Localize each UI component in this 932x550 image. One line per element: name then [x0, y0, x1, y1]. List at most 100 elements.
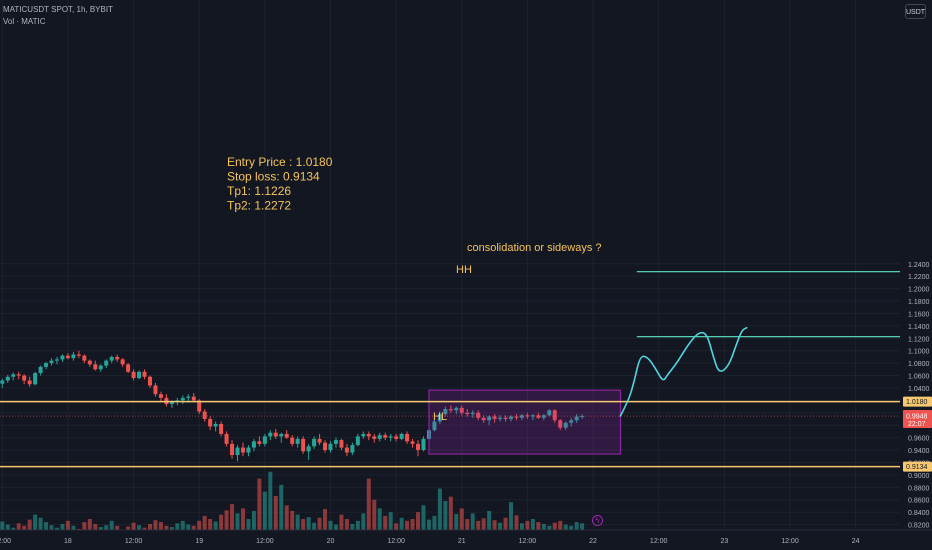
candle-body — [284, 433, 289, 438]
candle-body — [323, 442, 328, 451]
candle-body — [574, 416, 579, 421]
volume-bar — [262, 491, 267, 530]
candle-body — [153, 385, 158, 395]
candle-body — [377, 435, 382, 439]
volume-bar — [38, 517, 43, 530]
volume-bar — [230, 504, 235, 530]
volume-bar — [71, 525, 76, 530]
volume-bar — [169, 527, 174, 530]
candle-body — [120, 359, 125, 365]
volume-bar — [65, 520, 70, 530]
price-tick-label: 1.1400 — [908, 324, 930, 331]
volume-bar — [426, 519, 431, 530]
price-tick-label: 0.8200 — [908, 523, 930, 530]
candle-body — [230, 443, 235, 456]
volume-bar — [465, 518, 470, 530]
volume-bar — [175, 523, 180, 530]
volume-bar — [158, 522, 163, 530]
volume-bar — [279, 484, 284, 530]
candle-body — [186, 396, 191, 398]
volume-bar — [147, 523, 152, 530]
volume-bar — [16, 523, 21, 530]
price-tick-label: 0.8800 — [908, 485, 930, 492]
candle-body — [147, 376, 152, 386]
price-tick-label: 1.0800 — [908, 361, 930, 368]
candle-body — [569, 420, 574, 423]
volume-bar — [416, 512, 421, 530]
volume-bar — [333, 524, 338, 530]
volume-bar — [339, 514, 344, 530]
volume-bar — [574, 522, 579, 530]
volume-bar — [268, 471, 273, 530]
time-axis[interactable]: 12:00 18 12:00 19 12:00 20 12:00 21 12:00 22 12:00… — [0, 529, 932, 550]
candle-body — [481, 417, 486, 421]
volume-bar — [317, 517, 322, 530]
volume-bar — [87, 518, 92, 530]
volume-bar — [487, 510, 492, 530]
candle-body — [169, 401, 174, 405]
candle-body — [49, 360, 54, 364]
volume-bar — [5, 524, 10, 530]
volume-bar — [552, 522, 557, 530]
trade-plan-line: Entry Price : 1.0180 — [227, 155, 333, 169]
candle-body — [44, 363, 49, 367]
volume-bar — [49, 525, 54, 530]
candle-body — [273, 432, 278, 437]
volume-bar — [76, 528, 81, 530]
volume-bar — [377, 508, 382, 530]
candle-body — [295, 438, 300, 444]
volume-bar — [558, 520, 563, 530]
volume-indicator-title[interactable]: Vol · MATIC — [3, 17, 46, 26]
volume-bar — [481, 518, 486, 530]
volume-bars — [0, 471, 585, 530]
volume-bar — [492, 520, 497, 530]
time-tick-label: 19 — [195, 538, 203, 545]
currency-button[interactable]: USDT — [905, 4, 926, 19]
chart-grid — [0, 0, 900, 538]
trade-plan-line: Tp2: 1.2272 — [227, 199, 291, 213]
volume-bar — [164, 525, 169, 530]
projection-path — [619, 326, 748, 417]
time-tick-label: 12:00 — [519, 538, 537, 545]
time-tick-label: 20 — [327, 538, 335, 545]
volume-bar — [202, 515, 207, 530]
volume-bar — [295, 514, 300, 530]
volume-bar — [290, 510, 295, 530]
candle-body — [202, 411, 207, 420]
candle-body — [317, 438, 322, 443]
candle-body — [339, 440, 344, 448]
price-tick-label: 0.8600 — [908, 498, 930, 505]
candle-body — [60, 355, 65, 360]
countdown-text: 22:07 — [908, 421, 926, 428]
candle-body — [82, 355, 87, 361]
volume-bar — [224, 510, 229, 530]
flash-icon[interactable]: ϟ — [592, 515, 603, 526]
time-tick-label: 12:00 — [781, 538, 799, 545]
price-tick-label: 1.1800 — [908, 299, 930, 306]
candle-body — [492, 416, 497, 420]
volume-bar — [563, 524, 568, 530]
volume-bar — [273, 496, 278, 530]
candle-body — [38, 366, 43, 374]
price-tick-label: 1.1200 — [908, 336, 930, 343]
candle-body — [487, 416, 492, 421]
candle-body — [503, 417, 508, 420]
candle-body — [355, 436, 360, 446]
candle-body — [142, 371, 147, 377]
volume-bar — [498, 522, 503, 530]
candle-body — [312, 438, 317, 447]
candle-body — [361, 433, 366, 437]
volume-bar — [541, 523, 546, 530]
candle-body — [536, 415, 541, 418]
price-label-text: 0.9948 — [906, 414, 928, 421]
candle-body — [344, 447, 349, 453]
candle-body — [5, 376, 10, 381]
volume-bar — [547, 525, 552, 530]
symbol-title[interactable]: MATICUSDT SPOT, 1h, BYBIT — [3, 5, 113, 14]
candle-body — [416, 443, 421, 451]
volume-bar — [98, 527, 103, 530]
volume-bar — [530, 518, 535, 530]
price-tick-label: 1.2400 — [908, 262, 930, 269]
trade-plan-line: Tp1: 1.1226 — [227, 184, 291, 198]
